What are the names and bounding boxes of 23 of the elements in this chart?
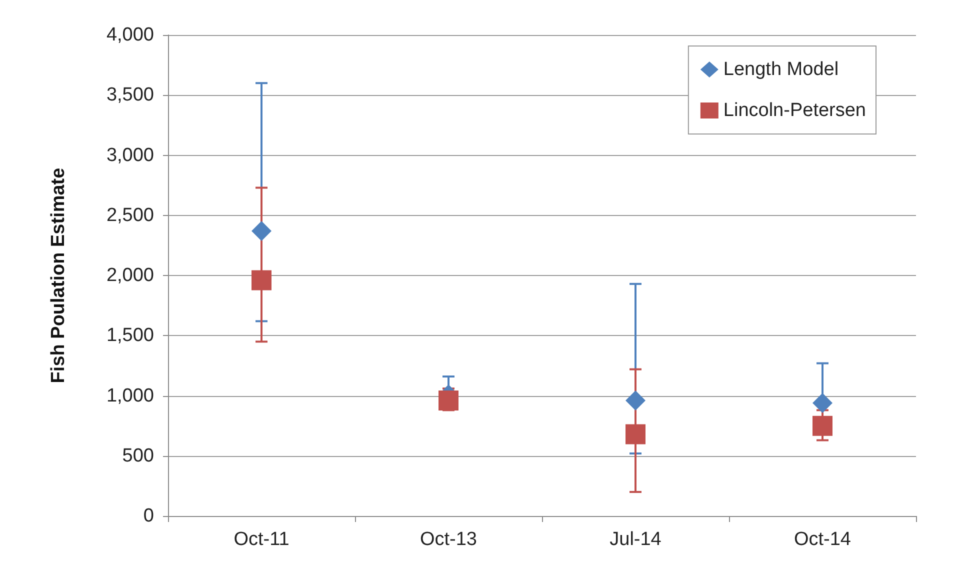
point bbox=[252, 221, 272, 242]
legend-label: Lincoln-Petersen bbox=[723, 100, 866, 121]
x-tick-label: Oct-13 bbox=[420, 529, 478, 550]
y-tick-label: 0 bbox=[143, 506, 154, 526]
y-tick-label: 1,000 bbox=[106, 385, 154, 406]
point bbox=[252, 270, 272, 290]
point bbox=[812, 392, 832, 413]
y-tick-label: 1,500 bbox=[106, 325, 154, 346]
y-tick-label: 3,000 bbox=[106, 144, 154, 166]
y-tick-label: 2,500 bbox=[106, 204, 154, 226]
y-tick-label: 500 bbox=[122, 445, 154, 466]
x-tick-label: Oct-14 bbox=[794, 529, 852, 550]
y-tick-label: 3,500 bbox=[106, 84, 154, 106]
x-tick-label: Jul-14 bbox=[610, 529, 662, 550]
y-axis-title: Fish Poulation Estimate bbox=[48, 168, 69, 384]
y-tick-label: 2,000 bbox=[106, 265, 154, 286]
point bbox=[626, 390, 646, 411]
point bbox=[438, 390, 458, 411]
point bbox=[626, 424, 646, 444]
legend-label: Length Model bbox=[723, 59, 839, 80]
x-tick-label: Oct-11 bbox=[234, 529, 290, 550]
point bbox=[812, 416, 832, 436]
y-tick-label: 4,000 bbox=[106, 24, 154, 46]
